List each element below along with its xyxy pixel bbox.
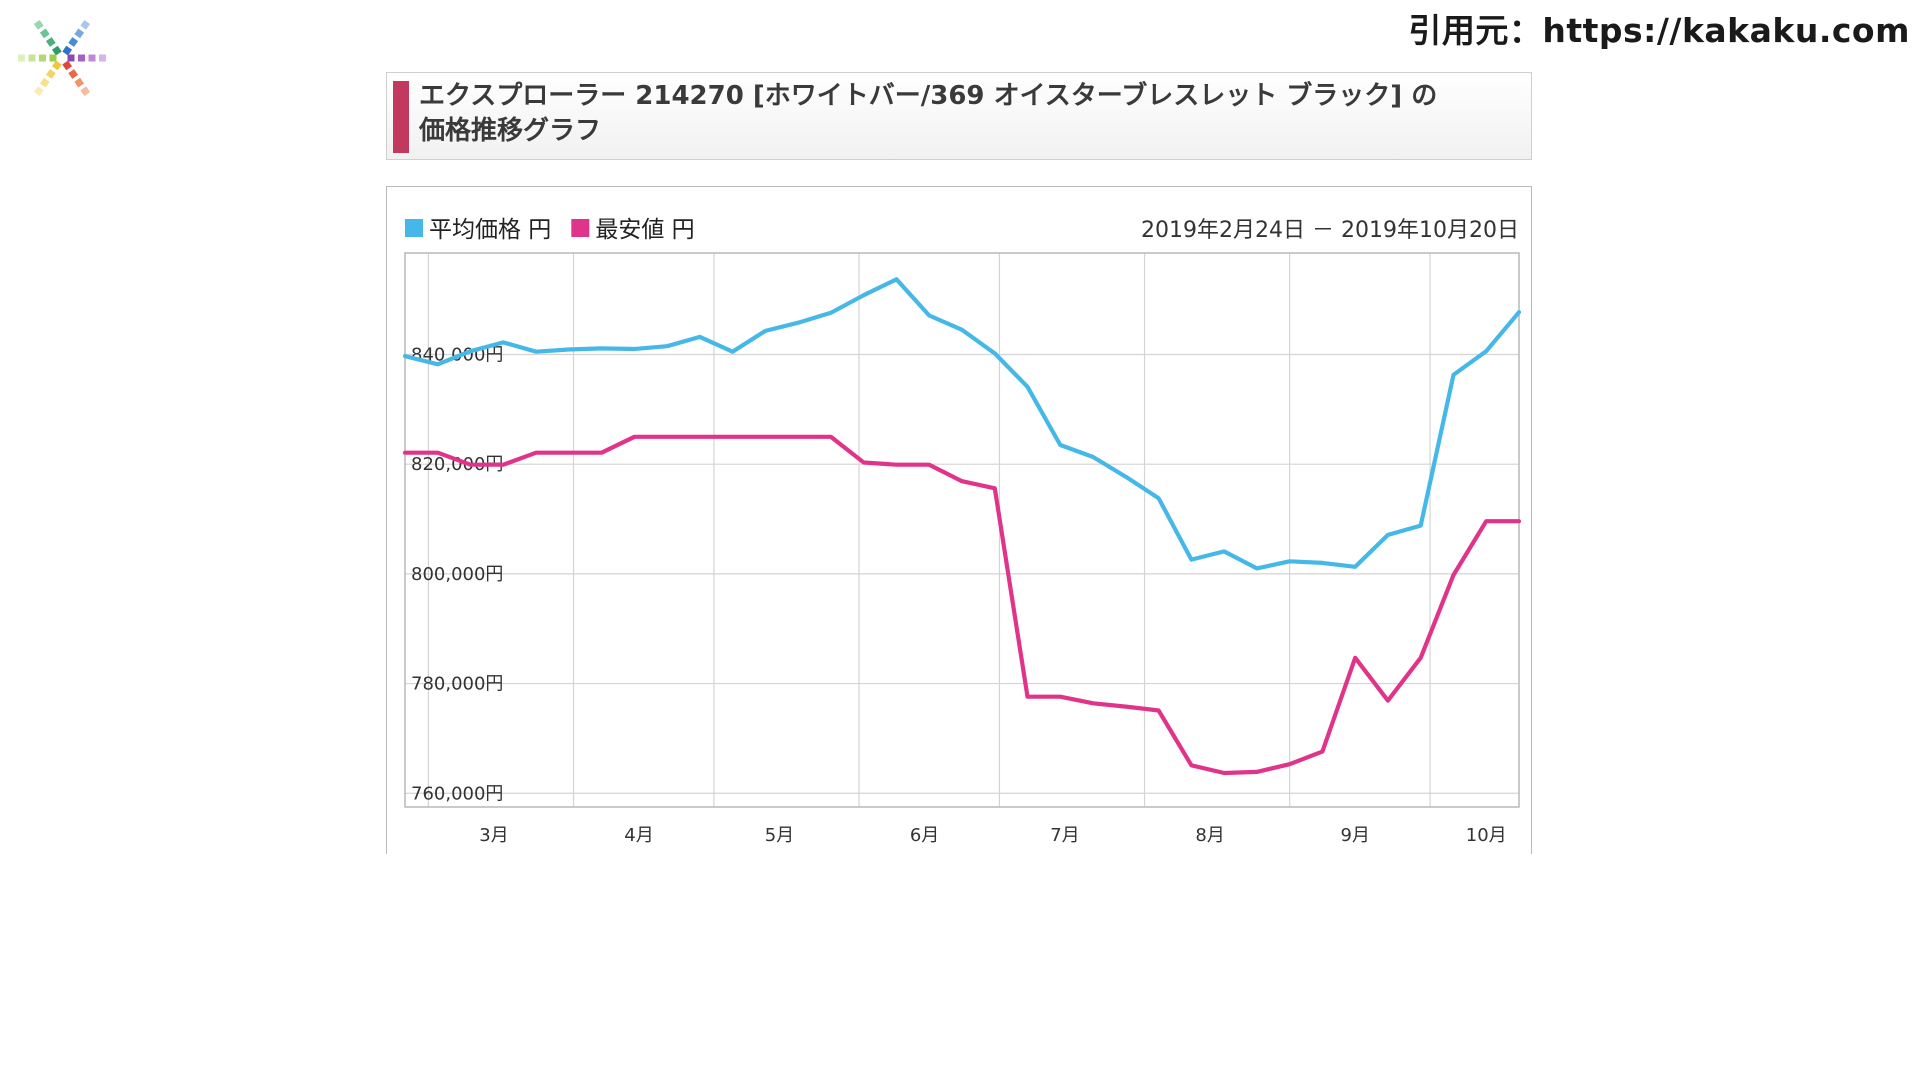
logo-dash — [62, 60, 73, 71]
lowest-price-line — [402, 434, 1522, 776]
title-line-1: エクスプローラー 214270 [ホワイトバー/369 オイスターブレスレット … — [419, 81, 1438, 111]
legend-swatch-average — [405, 219, 423, 237]
logo-dash — [62, 45, 73, 56]
page-title: エクスプローラー 214270 [ホワイトバー/369 オイスターブレスレット … — [419, 79, 1519, 149]
x-tick-label: 6月 — [910, 825, 939, 846]
title-line-2: 価格推移グラフ — [419, 116, 602, 146]
x-tick-label: 4月 — [624, 825, 653, 846]
y-tick-label: 760,000円 — [411, 783, 503, 804]
date-range-label: 2019年2月24日 － 2019年10月20日 — [1141, 218, 1519, 243]
legend-swatch-lowest — [571, 219, 590, 237]
plot-border — [404, 252, 1520, 808]
logo-dash — [67, 54, 75, 62]
x-tick-label: 7月 — [1050, 825, 1079, 846]
y-tick-label: 800,000円 — [411, 564, 503, 585]
logo-dash — [68, 37, 79, 47]
x-tick-label: 5月 — [765, 825, 794, 846]
logo-dash — [45, 69, 56, 79]
series-layer — [402, 277, 1522, 776]
chart-frame: 840,000円 820,000円 800,000円 780,000円 760,000円… — [386, 186, 1532, 854]
average-price-line — [402, 277, 1522, 571]
legend: 平均価格 円 最安値 円 — [405, 217, 695, 243]
grid-layer — [405, 253, 1519, 807]
logo-dash — [45, 37, 56, 47]
logo-dash — [39, 54, 46, 62]
y-tick-label: 820,000円 — [411, 454, 503, 475]
logo-dash — [99, 54, 106, 62]
legend-label-lowest: 最安値 円 — [595, 217, 694, 243]
legend-label-average: 平均価格 円 — [429, 217, 551, 243]
logo-dash — [80, 19, 91, 30]
chart-title-box: エクスプローラー 214270 [ホワイトバー/369 オイスターブレスレット … — [386, 72, 1532, 160]
logo-dash — [78, 54, 85, 62]
logo-dash — [74, 77, 85, 88]
logo-dash — [68, 69, 79, 79]
logo-dash — [33, 19, 44, 30]
x-tick-label: 10月 — [1466, 825, 1507, 846]
logo-dash — [51, 60, 62, 71]
logo-icon — [18, 19, 106, 97]
source-label: 引用元：https://kakaku.com — [1408, 11, 1910, 50]
logo-dash — [88, 54, 96, 62]
logo-dash — [80, 86, 91, 97]
x-tick-label: 3月 — [479, 825, 508, 846]
logo-dash — [33, 86, 44, 97]
logo-dash — [51, 45, 62, 56]
x-tick-label: 8月 — [1195, 825, 1224, 846]
y-tick-label: 780,000円 — [411, 674, 503, 695]
logo-dash — [49, 54, 57, 62]
price-history-chart: 840,000円820,000円800,000円780,000円760,000円… — [402, 217, 1522, 846]
x-tick-labels: 3月 4月 5月 6月 7月 8月 9月 10月 — [479, 825, 1506, 846]
logo-dash — [28, 54, 36, 62]
logo-dash — [39, 28, 50, 39]
logo-dash — [39, 77, 50, 88]
logo-dash — [18, 54, 25, 62]
title-accent-bar — [393, 81, 409, 153]
x-tick-label: 9月 — [1340, 825, 1369, 846]
logo-dash — [74, 28, 85, 39]
